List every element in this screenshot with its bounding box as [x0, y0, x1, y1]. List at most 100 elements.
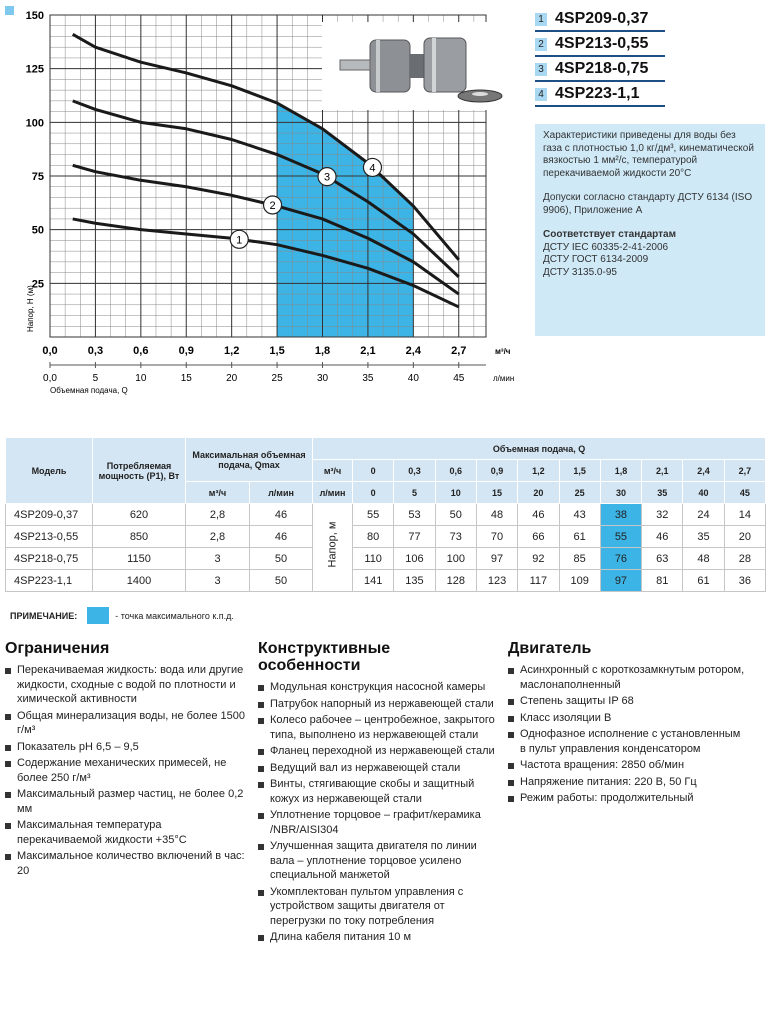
y-tick-label: 25 [32, 278, 44, 290]
plot-frame [49, 14, 487, 338]
section: Ограничения Перекачиваемая жидкость: вода… [5, 640, 245, 880]
list-item: Максимальная температура перекачиваемой … [5, 818, 245, 847]
data-row: 4SP223-1,1 1400 3 50 141 135 128 123 117 109 97 81 6… [5, 569, 767, 592]
data-table: Модель Потребляемая мощность (P1), Вт Макс… [5, 437, 767, 592]
curve-number: 3 [324, 172, 330, 184]
header-cell: 20 [517, 481, 560, 504]
cell: 55 [599, 525, 643, 548]
cell: 50 [248, 547, 314, 570]
list-item: Напряжение питания: 220 В, 50 Гц [508, 775, 748, 790]
head-label-cell: Напор, м [312, 503, 354, 592]
cell: 28 [723, 547, 767, 570]
cell: 43 [558, 503, 601, 526]
header-cell: 0 [352, 481, 395, 504]
curve-badge [262, 195, 283, 215]
list-item: Ведущий вал из нержавеющей стали [258, 761, 498, 776]
x-tick-label: 2,1 [360, 345, 375, 357]
header-cell: Потребляемая мощность (P1), Вт [92, 437, 186, 504]
header-cell: 2,7 [723, 459, 767, 482]
list-item: Содержание механических примесей, не бол… [5, 756, 245, 785]
data-row: 4SP213-0,55 850 2,8 46 80 77 73 70 66 61 55 46 35 20 [5, 525, 767, 548]
header-cell: 35 [641, 481, 684, 504]
cell: 24 [682, 503, 725, 526]
x-tick-label: 0,6 [133, 345, 148, 357]
cell: 76 [599, 547, 643, 570]
x2-tick-label: 45 [453, 373, 465, 384]
cell: 35 [682, 525, 725, 548]
cell: 1400 [92, 569, 186, 592]
list-item: Патрубок напорный из нержавеющей стали [258, 697, 498, 712]
cell: 48 [682, 547, 725, 570]
list-item: Уплотнение торцовое – графит/керамика /N… [258, 808, 498, 837]
cell: 117 [517, 569, 560, 592]
cell: 81 [641, 569, 684, 592]
x-tick-label: 1,5 [269, 345, 284, 357]
corner-mark [5, 6, 14, 15]
x-tick-label: 1,8 [315, 345, 330, 357]
cell: 4SP218-0,75 [5, 547, 93, 570]
header-cell: 0 [352, 459, 395, 482]
info-text: Характеристики приведены для воды без га… [543, 130, 754, 179]
info-text: Допуски согласно стандарту ДСТУ 6134 (IS… [543, 192, 753, 216]
cell: 850 [92, 525, 186, 548]
list-item: Улучшенная защита двигателя по линии вал… [258, 839, 498, 883]
header-cell: 0,3 [393, 459, 436, 482]
cell: 128 [434, 569, 477, 592]
cell: 106 [393, 547, 436, 570]
pump-image [322, 22, 507, 110]
cell: 46 [517, 503, 560, 526]
note-text: - точка максимального к.п.д. [115, 610, 234, 621]
cell: 2,8 [185, 525, 250, 548]
legend-number: 2 [535, 37, 547, 51]
header-cell: Модель [5, 437, 93, 504]
cell: 109 [558, 569, 601, 592]
cell: 38 [599, 503, 643, 526]
header-cell: 1,8 [599, 459, 643, 482]
x-axis-label: Объемная подача, Q [50, 386, 128, 395]
header-cell: 45 [723, 481, 767, 504]
cell: 46 [248, 503, 314, 526]
list-item: Колесо рабочее – центробежное, закрытого… [258, 713, 498, 742]
curve-badge [229, 229, 249, 249]
legend-model: 4SP223-1,1 [555, 85, 640, 102]
x2-tick-label: 5 [93, 373, 99, 384]
x2-unit: л/мин [493, 374, 514, 383]
x2-tick-label: 40 [408, 373, 420, 384]
y-tick-label: 50 [32, 225, 44, 237]
cell: 3 [185, 569, 250, 592]
header-cell: 2,1 [641, 459, 684, 482]
cell: 63 [641, 547, 684, 570]
x2-tick-label: 25 [272, 373, 284, 384]
cell: 46 [641, 525, 684, 548]
cell: 20 [723, 525, 767, 548]
cell: 50 [434, 503, 477, 526]
header-row: м³/ч 0 0,3 0,6 0,9 1,2 1,5 1,8 2,1 2,4 2,7 [6, 459, 767, 482]
list-item: Длина кабеля питания 10 м [258, 930, 498, 945]
standard: ДСТУ 3135.0-95 [543, 266, 617, 278]
x2-tick-label: 35 [362, 373, 374, 384]
curve [71, 33, 460, 261]
legend-number: 4 [535, 87, 547, 101]
list-item: Укомплектован пультом управления с устро… [258, 885, 498, 929]
note-swatch [87, 607, 110, 624]
header-cell: Максимальная объемная подача, Qmax [184, 437, 314, 482]
list-item: Степень защиты IP 68 [508, 694, 748, 709]
y-tick-label: 125 [26, 64, 44, 76]
cell: 4SP223-1,1 [5, 569, 93, 592]
cell: 135 [393, 569, 436, 592]
cell: 97 [599, 569, 643, 592]
model-legend: 1 4SP209-0,37 2 4SP213-0,55 3 4SP218-0,75 4 4SP… [535, 8, 665, 108]
legend-entry: 4 4SP223-1,1 [535, 83, 665, 107]
x2-tick-label: 10 [135, 373, 147, 384]
curve-number: 4 [369, 162, 375, 174]
curve-number: 2 [269, 200, 275, 212]
header-cell: Объемная подача, Q [312, 437, 767, 460]
y-tick-label: 150 [26, 10, 44, 22]
cell: 70 [475, 525, 519, 548]
cell: 620 [92, 503, 186, 526]
legend-entry: 1 4SP209-0,37 [535, 8, 665, 32]
cell: 53 [393, 503, 436, 526]
curve [72, 163, 460, 296]
header-cell: м³/ч [185, 481, 250, 504]
